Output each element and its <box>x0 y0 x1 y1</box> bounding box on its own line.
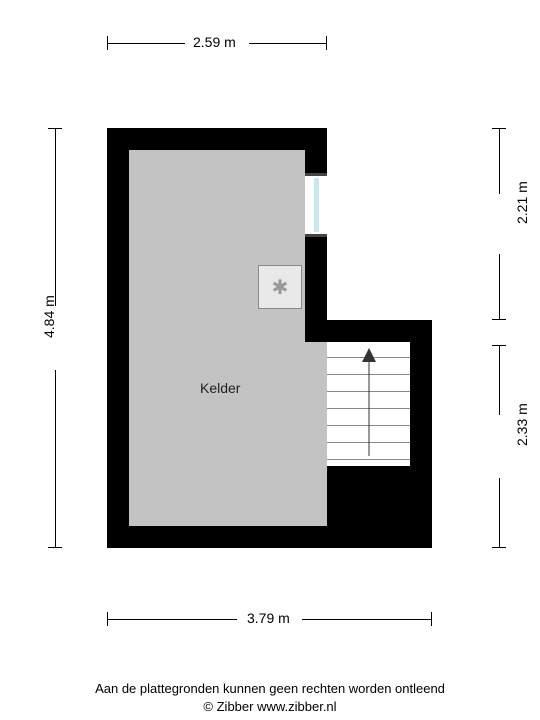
dimension-bottom-label: 3.79 m <box>247 610 290 626</box>
door-frame-bottom <box>305 234 327 237</box>
dimension-right-upper: 2.21 m <box>492 128 516 320</box>
notch-cutout <box>327 128 432 320</box>
door-glass <box>314 178 319 232</box>
footer-line2: © Zibber www.zibber.nl <box>0 698 540 716</box>
dimension-right-lower: 2.33 m <box>492 345 516 548</box>
footer: Aan de plattegronden kunnen geen rechten… <box>0 680 540 715</box>
dimension-top-label: 2.59 m <box>193 34 236 50</box>
appliance-box: ✱ <box>258 265 302 309</box>
wall-right-lower <box>410 320 432 548</box>
dimension-left: 4.84 m <box>48 128 72 548</box>
fan-icon: ✱ <box>265 272 295 302</box>
stairs-well <box>327 466 410 526</box>
dimension-right-upper-label: 2.21 m <box>514 181 530 224</box>
floorplan-canvas: 2.59 m 3.79 m 4.84 m 2.21 m 2.33 m <box>0 0 540 720</box>
stairs-arrow-icon <box>360 348 378 458</box>
dimension-top: 2.59 m <box>107 36 327 60</box>
plan: ✱ Kelder <box>107 128 432 548</box>
dimension-bottom: 3.79 m <box>107 612 432 636</box>
room-label-kelder: Kelder <box>200 380 240 396</box>
stairs <box>327 342 410 526</box>
footer-line1: Aan de plattegronden kunnen geen rechten… <box>0 680 540 698</box>
door-frame-top <box>305 173 327 176</box>
dimension-left-label: 4.84 m <box>41 295 57 338</box>
dimension-right-lower-label: 2.33 m <box>514 403 530 446</box>
